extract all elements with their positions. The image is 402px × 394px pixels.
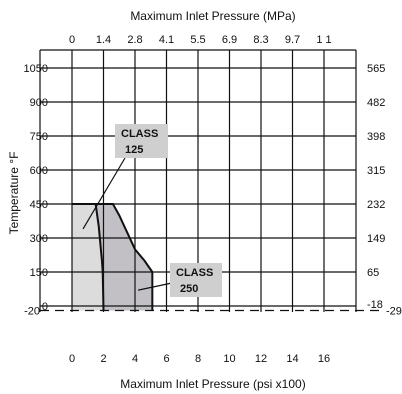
right-tick-label: 482 [367,97,385,109]
top-axis-title: Maximum Inlet Pressure (MPa) [130,9,295,23]
top-tick-label: 5.5 [190,34,205,46]
annotation-leader-line [82,157,126,230]
x-tick-label: 2 [100,353,106,365]
x-tick-label: 12 [255,353,267,365]
y-tick-label: 750 [30,131,48,143]
x-tick-label: 6 [163,353,169,365]
y-tick-label: 1050 [24,63,48,75]
right-tick-label: 565 [367,63,385,75]
annotation-label-line1: CLASS [176,267,213,279]
annotation-label-line2: 250 [180,283,198,295]
top-tick-label: 8.3 [253,34,268,46]
top-tick-label: 1 1 [316,34,331,46]
right-tick-label: -29 [386,306,402,318]
x-tick-label: 14 [286,353,298,365]
y-tick-label: 600 [30,165,48,177]
top-tick-label: 9.7 [285,34,300,46]
right-tick-label: 65 [367,267,379,279]
right-tick-label: 398 [367,131,385,143]
y-tick-label: 150 [30,267,48,279]
top-tick-label: 2.8 [127,34,142,46]
bottom-axis-title: Maximum Inlet Pressure (psi x100) [120,377,305,391]
y-tick-label: 900 [30,97,48,109]
right-tick-label: 232 [367,199,385,211]
right-tick-label: -18 [367,299,383,311]
y-tick-label: 450 [30,199,48,211]
grid [39,49,382,312]
regions [72,203,154,311]
annotation-label-line1: CLASS [121,128,158,140]
x-tick-label: 16 [318,353,330,365]
annotation-leader-line [138,282,173,291]
right-tick-label: 149 [367,233,385,245]
annotation-label-line2: 125 [125,144,143,156]
right-tick-label: 315 [367,165,385,177]
y-tick-label: 300 [30,233,48,245]
x-tick-label: 8 [195,353,201,365]
y-tick-label: 0 [42,301,48,313]
x-tick-label: 10 [223,353,235,365]
top-tick-label: 4.1 [159,34,174,46]
annotation-box [115,124,168,158]
top-tick-label: 1.4 [96,34,111,46]
left-axis-title: Temperature °F [7,152,21,235]
tick-labels: 0 2 4 6 8 10 12 14 16 0 1.4 2.8 4.1 5.5 6.9 8.3 9.7 1 1 10… [24,34,402,365]
x-tick-label: 0 [69,353,75,365]
annotations: CLASS 125 CLASS 250 [82,124,222,297]
top-tick-label: 0 [69,34,75,46]
x-tick-label: 4 [132,353,138,365]
annotation-box [170,263,222,297]
y-tick-label: -20 [24,306,40,318]
top-tick-label: 6.9 [222,34,237,46]
region-class-125 [72,204,104,311]
